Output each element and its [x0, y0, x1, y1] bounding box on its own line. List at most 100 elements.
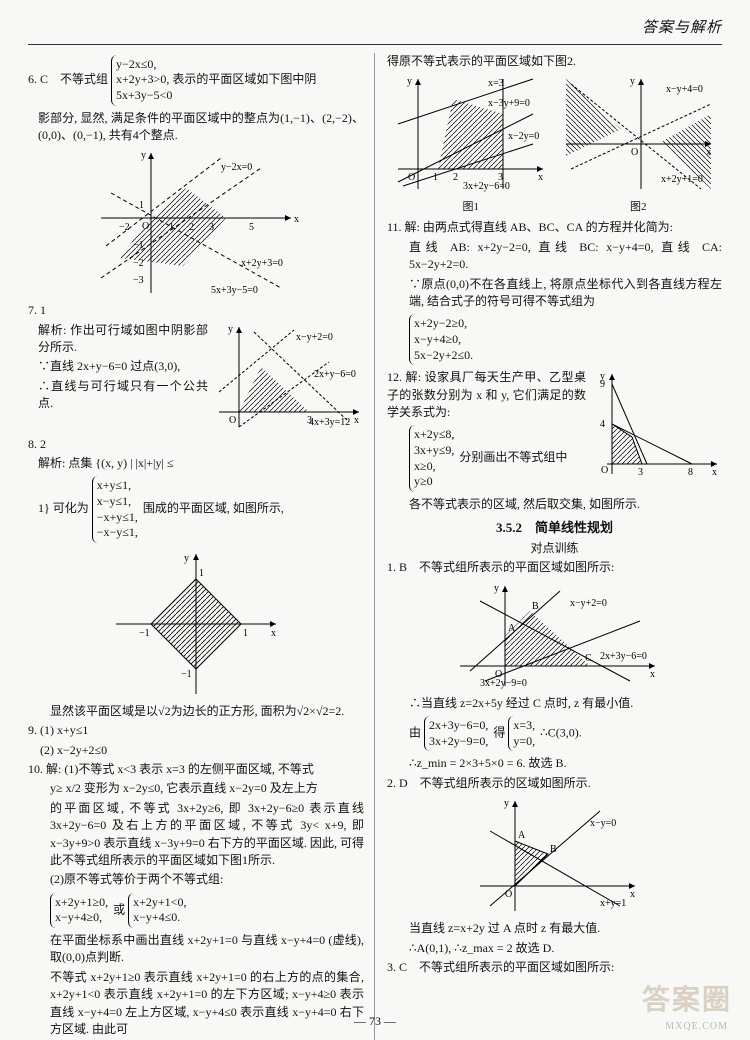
q10-head: 10. 解: (1)不等式 x<3 表示 x=3 的左侧平面区域, 不等式: [28, 761, 364, 778]
r1-post: ∴C(3,0).: [540, 726, 582, 740]
q12-s4: y≥0: [414, 474, 454, 490]
fig2: x−y+4=0 x+2y+1=0 Oxy: [561, 74, 716, 194]
svg-text:5x+3y−5=0: 5x+3y−5=0: [211, 285, 258, 296]
svg-text:x: x: [354, 415, 359, 426]
right-column: 得原不等式表示的平面区域如下图2. x=3 x−3y+9=0 x: [375, 53, 722, 1040]
svg-text:y: y: [504, 798, 509, 809]
svg-text:3x+2y−9=0: 3x+2y−9=0: [480, 678, 527, 689]
r1c: 由 2x+3y−6=0,3x+2y−9=0, 得 x=3,y=0, ∴C(3,0…: [387, 714, 722, 753]
svg-text:x−y+2=0: x−y+2=0: [570, 598, 607, 609]
svg-text:1: 1: [139, 200, 144, 211]
q6-lead: 6. C 不等式组: [28, 72, 108, 86]
q8-line: 1} 可化为 x+y≤1, x−y≤1, −x+y≤1, −x−y≤1, 围成的…: [28, 474, 364, 544]
r1c-lead: 由: [409, 726, 421, 740]
svg-text:x−y+2=0: x−y+2=0: [296, 332, 333, 343]
r1-mid: 得: [493, 726, 505, 740]
q10-sB1: x+2y+1<0,: [133, 895, 186, 911]
svg-text:5: 5: [249, 222, 254, 233]
r1sB1: x=3,: [513, 718, 535, 734]
r1b: ∴当直线 z=2x+5y 经过 C 点时, z 有最小值.: [387, 695, 722, 712]
svg-text:O: O: [229, 415, 236, 426]
q8-head: 8. 2: [28, 436, 364, 453]
svg-text:−1: −1: [139, 628, 150, 639]
q7-head: 7. 1: [28, 302, 364, 319]
section-title: 3.5.2 简单线性规划: [387, 519, 722, 538]
q8-system: x+y≤1, x−y≤1, −x+y≤1, −x−y≤1,: [92, 476, 138, 542]
q8-tail: 围成的平面区域, 如图所示,: [143, 501, 284, 515]
svg-text:2x+3y−6=0: 2x+3y−6=0: [600, 651, 647, 662]
q10-l4: 在平面坐标系中画出直线 x+2y+1=0 与直线 x−y+4=0 (虚线), 取…: [28, 932, 364, 967]
q7-figure: x−y+2=0 2x+y−6=0 4x+3y=12 O3xy: [214, 322, 364, 432]
svg-text:O: O: [408, 172, 415, 183]
q6-figure: xyO y−2x=0 x+2y+3=0 5x+3y−5=0 1235 1−1−2…: [91, 148, 301, 298]
svg-text:4x+3y=12: 4x+3y=12: [309, 417, 350, 428]
svg-text:2x+y−6=0: 2x+y−6=0: [314, 369, 356, 380]
svg-text:O: O: [601, 465, 608, 476]
q10-sA1: x+2y+1≥0,: [55, 895, 108, 911]
q11-head: 11. 解: 由两点式得直线 AB、BC、CA 的方程并化简为:: [387, 219, 722, 236]
q6-sys-3: 5x+3y−5<0: [116, 88, 316, 104]
svg-text:y: y: [600, 371, 605, 382]
svg-text:1: 1: [433, 172, 438, 183]
q11-l2: 直线 AB: x+2y−2=0, 直线 BC: x−y+4=0, 直线 CA: …: [387, 239, 722, 274]
q11-s1: x+2y−2≥0,: [414, 316, 473, 332]
q12-t2: 各不等式表示的区域, 然后取交集, 如图所示.: [387, 496, 722, 513]
q8-figure: xy 11−1−1: [111, 549, 281, 699]
q6-tail: 影部分, 显然, 满足条件的平面区域中的整点为(1,−1)、(2,−2)、(0,…: [28, 110, 364, 145]
q11-l3: ∵原点(0,0)不在各直线上, 将原点坐标代入到各直线方程左端, 结合式子的符号…: [387, 276, 722, 311]
svg-text:x+2y+3=0: x+2y+3=0: [241, 258, 283, 269]
svg-text:3: 3: [638, 467, 643, 478]
q8-s3: −x+y≤1,: [97, 510, 138, 526]
q6-sys-2: x+2y+3>0, 表示的平面区域如下图中阴: [116, 72, 316, 88]
svg-text:3: 3: [209, 222, 214, 233]
svg-text:B: B: [550, 844, 557, 855]
svg-text:x: x: [712, 467, 717, 478]
q12-s3: x≥0,: [414, 459, 454, 475]
q12-s1: x+2y≤8,: [414, 427, 454, 443]
svg-text:−2: −2: [119, 222, 130, 233]
svg-text:x−3y+9=0: x−3y+9=0: [488, 98, 530, 109]
r1-figure: x−y+2=0 2x+3y−6=0 3x+2y−9=0 Oxy ABC: [450, 581, 660, 691]
r1sB2: y=0,: [513, 734, 535, 750]
fig1-cap: 图1: [393, 200, 548, 216]
q8-conc: 显然该平面区域是以√2为边长的正方形, 面积为√2×√2=2.: [28, 703, 364, 720]
svg-text:O: O: [495, 669, 502, 680]
svg-text:3: 3: [307, 415, 312, 426]
q10-2a: (2)原不等式等价于两个不等式组:: [28, 871, 364, 888]
svg-text:x=3: x=3: [488, 78, 504, 89]
svg-text:1: 1: [169, 222, 174, 233]
svg-text:1: 1: [243, 628, 248, 639]
svg-text:O: O: [631, 147, 638, 158]
svg-text:−3: −3: [133, 275, 144, 286]
svg-text:x−y+4=0: x−y+4=0: [666, 84, 703, 95]
svg-text:y: y: [407, 76, 412, 87]
svg-text:y: y: [184, 553, 189, 564]
q9a: 9. (1) x+y≤1: [28, 722, 364, 739]
svg-text:2: 2: [453, 172, 458, 183]
r2: 2. D 不等式组所表示的区域如图所示.: [387, 775, 722, 792]
q11-s3: 5x−2y+2≤0.: [414, 348, 473, 364]
page-number: — 73 —: [0, 1013, 750, 1030]
svg-text:3: 3: [498, 172, 503, 183]
q8-s2: x−y≤1,: [97, 494, 138, 510]
r1sA2: 3x+2y−9=0,: [429, 734, 488, 750]
svg-text:y: y: [630, 76, 635, 87]
r2b: 当直线 z=x+2y 过 A 点时 z 有最大值.: [387, 920, 722, 937]
q10-or: 或: [113, 902, 125, 916]
svg-text:O: O: [505, 889, 512, 900]
svg-text:x: x: [706, 147, 711, 158]
q10-sysB: x+2y+1<0, x−y+4≤0.: [128, 893, 186, 928]
r1sA1: 2x+3y−6=0,: [429, 718, 488, 734]
page-header: 答案与解析: [28, 18, 722, 45]
fig2-cap: 图2: [561, 200, 716, 216]
r-cont: 得原不等式表示的平面区域如下图2.: [387, 53, 722, 70]
q10-sA2: x−y+4≥0,: [55, 910, 108, 926]
fig1-wrap: x=3 x−3y+9=0 x−2y=0 3x+2y−6=0 O123 yx 图1: [393, 74, 548, 215]
r2c: ∴A(0,1), ∴z_max = 2 故选 D.: [387, 940, 722, 957]
q6-line: 6. C 不等式组 y−2x≤0, x+2y+3>0, 表示的平面区域如下图中阴…: [28, 53, 364, 108]
svg-text:x: x: [538, 172, 543, 183]
q10-l3: 的平面区域, 不等式 3x+2y≥6, 即 3x+2y−6≥0 表示直线 3x+…: [28, 800, 364, 870]
fig1: x=3 x−3y+9=0 x−2y=0 3x+2y−6=0 O123 yx: [393, 74, 548, 194]
svg-text:B: B: [532, 601, 539, 612]
r2-figure: x−y=0 x+y=1 Oxy AB: [470, 796, 640, 916]
